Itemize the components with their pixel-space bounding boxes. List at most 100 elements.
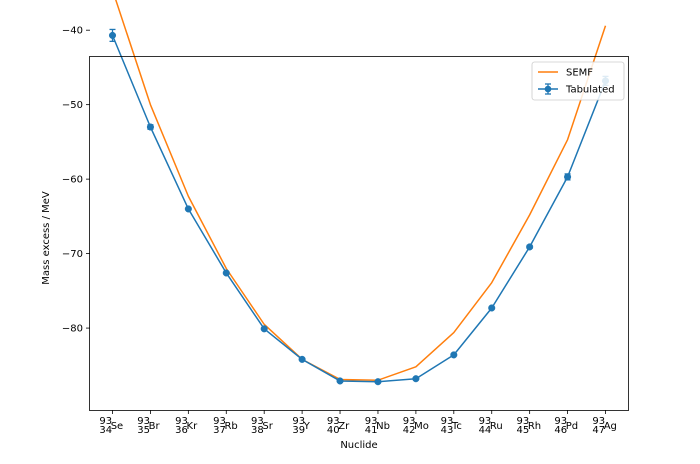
tabulated-marker [146,123,154,131]
tabulated-marker [298,355,306,363]
nuclide-symbol: Tc [451,421,462,432]
tabulated-point [374,378,382,386]
nuclide-symbol: Kr [187,421,199,432]
nuclide-symbol: Zr [338,421,350,432]
tabulated-point [222,269,230,277]
tabulated-point [526,243,534,251]
nuclide-atomic-number: 40 [327,425,340,436]
nuclide-mass-number: 93 [516,416,529,427]
tabulated-point [336,377,344,385]
nuclide-atomic-number: 45 [516,425,529,436]
tabulated-point [412,375,420,383]
y-axis-label: Mass excess / MeV [41,191,52,285]
tabulated-point [146,123,154,131]
nuclide-mass-number: 93 [365,416,378,427]
nuclide-mass-number: 93 [441,416,454,427]
nuclide-symbol: Se [111,421,124,432]
legend-entry-semf: SEMF [538,68,593,79]
nuclide-symbol: Ag [604,421,617,432]
nuclide-atomic-number: 46 [554,425,567,436]
nuclide-mass-number: 93 [327,416,340,427]
legend-label-tabulated: Tabulated [565,85,615,96]
semf-line [115,0,607,381]
nuclide-symbol: Y [303,421,311,432]
tabulated-point [260,325,268,333]
tabulated-point [298,355,306,363]
nuclide-mass-number: 93 [251,416,264,427]
nuclide-symbol: Sr [262,421,273,432]
tabulated-marker [336,377,344,385]
nuclide-symbol: Nb [376,421,390,432]
nuclide-mass-number: 93 [403,416,416,427]
plot-content [108,0,610,386]
tabulated-marker [488,304,496,312]
y-tick-label: −50 [62,100,83,111]
nuclide-mass-number: 93 [175,416,188,427]
tabulated-marker [222,269,230,277]
legend: SEMF Tabulated [531,61,625,101]
tabulated-marker [374,378,382,386]
nuclide-atomic-number: 36 [175,425,188,436]
nuclide-atomic-number: 47 [592,425,605,436]
y-axis: −80 −70 −60 −50 −40 [62,26,90,335]
tabulated-marker [260,325,268,333]
tabulated-marker [450,351,458,359]
tabulated-point [488,304,496,312]
nuclide-atomic-number: 38 [251,425,264,436]
nuclide-atomic-number: 42 [403,425,416,436]
nuclide-atomic-number: 35 [137,425,150,436]
nuclide-symbol: Rb [224,421,237,432]
legend-label-semf: SEMF [566,68,593,79]
nuclide-atomic-number: 41 [365,425,378,436]
nuclide-symbol: Br [149,421,161,432]
tabulated-point [184,205,192,213]
y-tick-label: −70 [62,249,83,260]
tabulated-marker [564,173,572,181]
nuclide-atomic-number: 39 [292,425,305,436]
semf-series [115,0,607,381]
nuclide-mass-number: 93 [479,416,492,427]
nuclide-symbol: Pd [566,421,578,432]
x-axis-label: Nuclide [340,440,377,451]
nuclide-mass-number: 93 [554,416,567,427]
tabulated-point [450,351,458,359]
nuclide-atomic-number: 44 [479,425,492,436]
nuclide-symbol: Rh [528,421,541,432]
tabulated-marker [184,205,192,213]
tabulated-line [111,35,607,383]
legend-entry-tabulated: Tabulated [538,83,615,96]
nuclide-atomic-number: 43 [441,425,454,436]
nuclide-mass-number: 93 [99,416,112,427]
y-tick-label: −60 [62,175,83,186]
y-tick-label: −40 [62,26,83,37]
y-tick-label: −80 [62,324,83,335]
nuclide-mass-number: 93 [213,416,226,427]
nuclide-atomic-number: 34 [99,425,112,436]
nuclide-atomic-number: 37 [213,425,226,436]
tabulated-marker [526,243,534,251]
tabulated-point [564,173,572,181]
tabulated-marker [108,31,117,39]
nuclide-mass-number: 93 [292,416,305,427]
nuclide-mass-number: 93 [137,416,150,427]
nuclide-symbol: Mo [414,421,429,432]
tabulated-point [108,28,117,43]
tabulated-marker [412,375,420,383]
plot-frame [89,56,629,411]
legend-swatch-marker [544,85,552,93]
